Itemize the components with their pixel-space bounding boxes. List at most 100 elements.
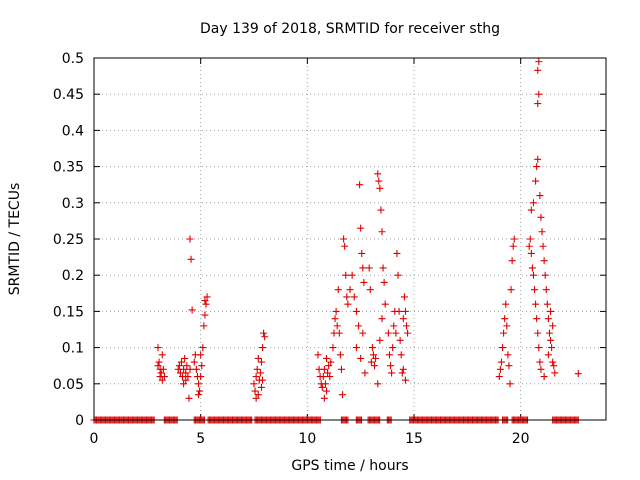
data-point (158, 376, 166, 384)
data-point (536, 358, 544, 366)
data-point (366, 286, 374, 294)
data-point (397, 351, 405, 359)
data-point (396, 336, 404, 344)
data-point (350, 293, 358, 301)
data-point (534, 100, 542, 108)
data-point (379, 264, 387, 272)
data-point (404, 329, 412, 337)
data-point (361, 369, 369, 377)
data-point (503, 322, 511, 330)
data-point (327, 358, 335, 366)
data-point (180, 380, 188, 388)
data-point (393, 249, 401, 257)
data-point (504, 351, 512, 359)
data-point (532, 300, 540, 308)
x-tick-label: 10 (298, 431, 316, 447)
data-point (507, 286, 515, 294)
data-point (403, 322, 411, 330)
data-point (497, 358, 505, 366)
y-tick-label: 0.35 (53, 160, 84, 176)
data-point (547, 307, 555, 315)
data-point (190, 358, 198, 366)
data-point (186, 365, 194, 373)
data-point (368, 344, 376, 352)
data-point (192, 365, 200, 373)
plot-frame (93, 57, 607, 421)
data-point (329, 344, 337, 352)
data-point (398, 369, 406, 377)
data-point (154, 344, 162, 352)
data-point (539, 242, 547, 250)
data-point (387, 362, 395, 370)
data-point (525, 242, 533, 250)
data-point (201, 311, 209, 319)
data-point (384, 329, 392, 337)
data-point (181, 354, 189, 362)
data-point (374, 380, 382, 388)
data-point (358, 249, 366, 257)
data-point (376, 336, 384, 344)
data-point (547, 336, 555, 344)
data-point (256, 369, 264, 377)
data-point (356, 181, 364, 189)
data-point (535, 344, 543, 352)
x-tick-label: 15 (405, 431, 423, 447)
data-point (158, 351, 166, 359)
data-point (318, 383, 326, 391)
data-point (195, 380, 203, 388)
x-tick-label: 20 (512, 431, 530, 447)
data-point (198, 362, 206, 370)
data-point (196, 387, 204, 395)
data-point (574, 370, 582, 378)
data-point (375, 177, 383, 185)
data-point (543, 300, 551, 308)
data-point (369, 351, 377, 359)
data-point (506, 380, 514, 388)
data-point (199, 344, 207, 352)
data-point (341, 242, 349, 250)
data-point (201, 297, 209, 305)
data-point (257, 358, 265, 366)
data-point (394, 271, 402, 279)
data-point (509, 242, 517, 250)
data-point (540, 257, 548, 265)
data-point (371, 362, 379, 370)
data-point (399, 315, 407, 323)
data-point (252, 373, 260, 381)
data-point (200, 322, 208, 330)
data-point (510, 235, 518, 243)
data-point (500, 329, 508, 337)
data-point (336, 351, 344, 359)
data-point (157, 369, 165, 377)
data-point (549, 358, 557, 366)
data-point (360, 278, 368, 286)
data-point (348, 271, 356, 279)
y-tick-label: 0.2 (62, 268, 84, 284)
data-point (536, 192, 544, 200)
data-point (323, 387, 331, 395)
data-point (527, 206, 535, 214)
data-point (550, 362, 558, 370)
data-point (259, 376, 267, 384)
tick-labels: 0 5 10 15 20 0 0.05 0.1 0.15 0.2 0.25 0.3 0.35 0.4 0.4… (53, 51, 530, 447)
data-point (334, 286, 342, 294)
data-point (154, 362, 162, 370)
data-point (534, 329, 542, 337)
data-point (355, 322, 363, 330)
data-point (184, 373, 192, 381)
data-point (389, 344, 397, 352)
data-point (359, 329, 367, 337)
data-point (195, 391, 203, 399)
data-point (343, 293, 351, 301)
data-point (535, 58, 543, 66)
data-point (203, 293, 211, 301)
data-point (377, 206, 385, 214)
data-point (324, 369, 332, 377)
data-point (254, 354, 262, 362)
data-point (261, 333, 269, 341)
data-point (537, 365, 545, 373)
y-tick-label: 0.3 (62, 196, 84, 212)
data-point (531, 286, 539, 294)
data-point (372, 354, 380, 362)
